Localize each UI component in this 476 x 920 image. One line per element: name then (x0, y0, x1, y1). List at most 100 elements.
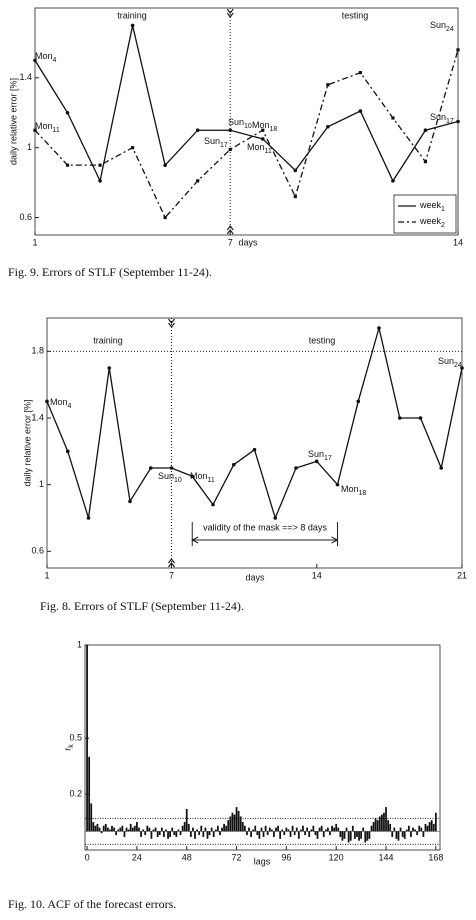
x-tick-label: 21 (457, 570, 467, 580)
bar (403, 831, 406, 839)
bar (171, 827, 174, 832)
bar (187, 823, 190, 832)
bar (158, 831, 161, 836)
point (377, 326, 381, 330)
bar (414, 829, 416, 832)
bar (320, 825, 323, 832)
bar (293, 831, 296, 836)
bar (248, 827, 250, 832)
bar (426, 825, 429, 832)
point (190, 474, 195, 479)
bar (111, 825, 113, 832)
bar (214, 829, 217, 832)
bar (198, 831, 201, 836)
point (335, 482, 340, 487)
bar (360, 831, 362, 839)
point (86, 516, 91, 520)
bar (102, 825, 105, 832)
bar (127, 829, 130, 832)
x-axis-label: days (245, 572, 265, 582)
bar (221, 827, 223, 832)
plot-frame (46, 317, 463, 569)
bar (262, 831, 265, 837)
bar (237, 810, 240, 832)
bar (125, 827, 128, 832)
bar (378, 816, 381, 832)
bar (156, 831, 159, 837)
point (195, 128, 200, 133)
point (98, 163, 102, 167)
point (98, 179, 102, 183)
bar (308, 831, 311, 837)
bar (368, 831, 371, 839)
point (107, 366, 112, 370)
point (169, 466, 174, 470)
bar (233, 814, 236, 832)
bar (177, 829, 180, 832)
point (228, 147, 232, 152)
bar (210, 827, 213, 832)
bar (376, 820, 379, 832)
y-axis-label-sub: k (68, 744, 75, 748)
bar (270, 829, 273, 832)
bar (275, 827, 277, 832)
x-tick-label: 120 (329, 852, 344, 862)
bar (422, 831, 425, 837)
annotation: testing (342, 10, 369, 20)
x-tick-label: 1 (44, 570, 49, 580)
bar (412, 827, 414, 832)
bar (289, 831, 292, 837)
bar (86, 645, 88, 832)
y-tick-label: 1.4 (31, 412, 44, 422)
point (33, 58, 37, 63)
y-tick-label: 0.6 (31, 546, 44, 556)
chart: 0.2 0.5 1 0 24 48 72 96 120 144 168 lags rk Fig. 10. … (8, 639, 443, 910)
bar (181, 825, 184, 832)
bar (287, 829, 290, 832)
bar (142, 829, 145, 832)
bar (258, 831, 261, 839)
bar (387, 820, 389, 832)
bar (123, 831, 126, 837)
bar (163, 831, 165, 837)
x-tick-label: 1 (32, 237, 37, 247)
bar (389, 823, 392, 832)
bar (335, 823, 338, 832)
x-tick-label: 14 (453, 237, 463, 247)
bar (318, 827, 321, 832)
bar (349, 831, 352, 841)
point (65, 449, 70, 454)
series-line (46, 327, 463, 520)
bar (347, 831, 350, 843)
bar (268, 827, 271, 832)
bar (401, 831, 404, 837)
bar (94, 825, 97, 832)
bar (206, 831, 209, 839)
bar (146, 825, 149, 832)
point (260, 137, 265, 141)
annotation: Sun24 (430, 20, 454, 33)
point (418, 416, 423, 420)
point (423, 128, 428, 133)
bar (432, 823, 435, 832)
bar (194, 831, 196, 839)
bar (204, 827, 207, 832)
bar (152, 829, 155, 832)
x-tick-label: 24 (132, 852, 142, 862)
bar (246, 831, 248, 836)
point (196, 179, 200, 183)
bar (297, 831, 300, 839)
point (293, 194, 297, 199)
bar (229, 816, 232, 832)
bar (304, 831, 306, 836)
y-tick-label: 1 (39, 479, 44, 489)
bar (106, 827, 109, 832)
bar (256, 831, 259, 836)
series-line (34, 25, 459, 183)
bar (160, 827, 163, 832)
bar (329, 831, 331, 836)
bar (138, 827, 140, 832)
point (131, 146, 135, 150)
point (326, 124, 330, 129)
